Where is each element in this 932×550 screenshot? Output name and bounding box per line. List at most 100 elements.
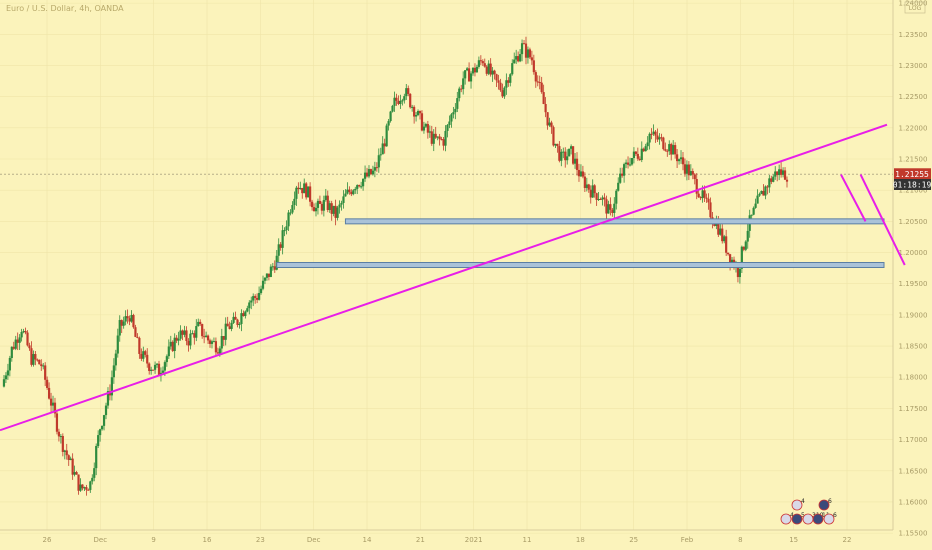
candle-body <box>399 100 402 104</box>
price-tick-label: 1.18000 <box>899 374 928 382</box>
candle-body <box>662 137 665 150</box>
candle-body <box>538 82 541 84</box>
candle-body <box>497 80 500 83</box>
candle-body <box>422 126 426 131</box>
candle-body <box>257 293 261 300</box>
event-badge-count: 6 <box>828 498 832 505</box>
candle-body <box>469 73 473 82</box>
candle-body <box>515 56 518 60</box>
candle-body <box>6 370 9 376</box>
price-axis[interactable]: 1.24000 1.23500 1.23000 1.22500 1.22000 1.215… <box>892 0 928 538</box>
candle-body <box>279 244 282 248</box>
candle-body <box>628 164 632 166</box>
candle-body <box>644 146 647 152</box>
candle-body <box>760 190 763 194</box>
price-tick-label: 1.19500 <box>899 280 928 288</box>
candle-body <box>259 288 263 294</box>
candle-body <box>593 185 596 194</box>
trendline[interactable] <box>0 123 888 432</box>
candle-body <box>780 169 783 175</box>
candle-body <box>152 369 155 371</box>
candle-body <box>540 82 543 93</box>
event-badge[interactable]: 5 <box>791 512 805 525</box>
candle-body <box>603 197 606 200</box>
current-price-label: 1.21255 01:18:19 <box>893 168 931 190</box>
support-level[interactable] <box>276 262 885 268</box>
candle-body <box>656 135 659 140</box>
candle-body <box>416 111 420 116</box>
candle-body <box>238 324 241 326</box>
event-badge[interactable]: 6 <box>823 512 837 525</box>
candle-body <box>120 320 123 326</box>
candle-body <box>507 80 510 83</box>
candle-body <box>397 100 400 104</box>
event-badge-count: 5 <box>801 512 805 519</box>
candle-body <box>348 189 351 192</box>
projection-lines[interactable] <box>840 174 906 266</box>
candle-body <box>167 346 170 357</box>
candle-body <box>40 364 43 367</box>
candle-body <box>499 82 502 91</box>
event-badges[interactable]: 4645310116 <box>780 498 837 525</box>
candle-body <box>776 171 779 176</box>
scale-button[interactable]: LOG <box>904 1 926 14</box>
price-tick-label: 1.15500 <box>899 530 928 538</box>
candle-body <box>138 337 141 354</box>
candle-body <box>573 158 577 164</box>
time-axis[interactable]: 26 Dec 9 16 23 Dec 14 21 2021 11 18 25 Feb 8 15 22 <box>0 529 893 544</box>
candle-body <box>670 144 673 155</box>
candle-body <box>116 335 119 354</box>
projection-line[interactable] <box>840 174 867 222</box>
candle-body <box>303 183 306 194</box>
candle-body <box>774 171 777 177</box>
candle-body <box>513 59 516 64</box>
time-tick-label: 2021 <box>465 536 483 544</box>
candle-body <box>261 280 265 289</box>
candle-body <box>124 316 127 322</box>
candle-body <box>725 236 728 253</box>
candle-body <box>487 63 490 74</box>
candle-body <box>299 187 302 190</box>
event-badge[interactable]: 6 <box>818 498 832 511</box>
scale-button-frame <box>904 1 926 14</box>
candle-body <box>626 162 630 165</box>
candle-body <box>709 202 712 218</box>
flag-icon <box>818 499 830 511</box>
candle-body <box>142 351 145 359</box>
candle-body <box>171 341 174 352</box>
event-badge[interactable]: 4 <box>780 512 794 525</box>
support-level[interactable] <box>344 218 885 225</box>
candle-body <box>309 186 312 202</box>
candle-body <box>456 98 459 109</box>
candle-body <box>401 100 404 102</box>
candle-body <box>705 197 708 199</box>
price-tag-text: 1.21255 <box>895 170 929 179</box>
candle-body <box>750 214 753 216</box>
candle-body <box>785 179 789 182</box>
time-tick-label: 11 <box>523 536 532 544</box>
event-badge[interactable]: 4 <box>791 498 805 511</box>
candle-body <box>707 198 710 203</box>
price-tick-label: 1.20000 <box>899 249 928 257</box>
candle-body <box>287 212 290 227</box>
candle-body <box>175 337 178 341</box>
candle-body <box>254 296 257 298</box>
price-tick-label: 1.20500 <box>899 218 928 226</box>
projection-line[interactable] <box>859 174 906 266</box>
candle-body <box>77 474 80 491</box>
candle-body <box>556 143 559 147</box>
candle-body <box>336 207 339 218</box>
candle-body <box>42 365 45 367</box>
candle-body <box>520 43 524 55</box>
candle-body <box>721 228 724 242</box>
candle-body <box>477 60 480 67</box>
candle-body <box>301 187 304 194</box>
event-badge-count: 4 <box>801 498 805 505</box>
candle-body <box>577 169 581 177</box>
candle-body <box>430 131 433 144</box>
candle-body <box>69 458 72 461</box>
candle-body <box>391 105 394 112</box>
candle-body <box>599 199 602 201</box>
candle-body <box>630 158 634 165</box>
